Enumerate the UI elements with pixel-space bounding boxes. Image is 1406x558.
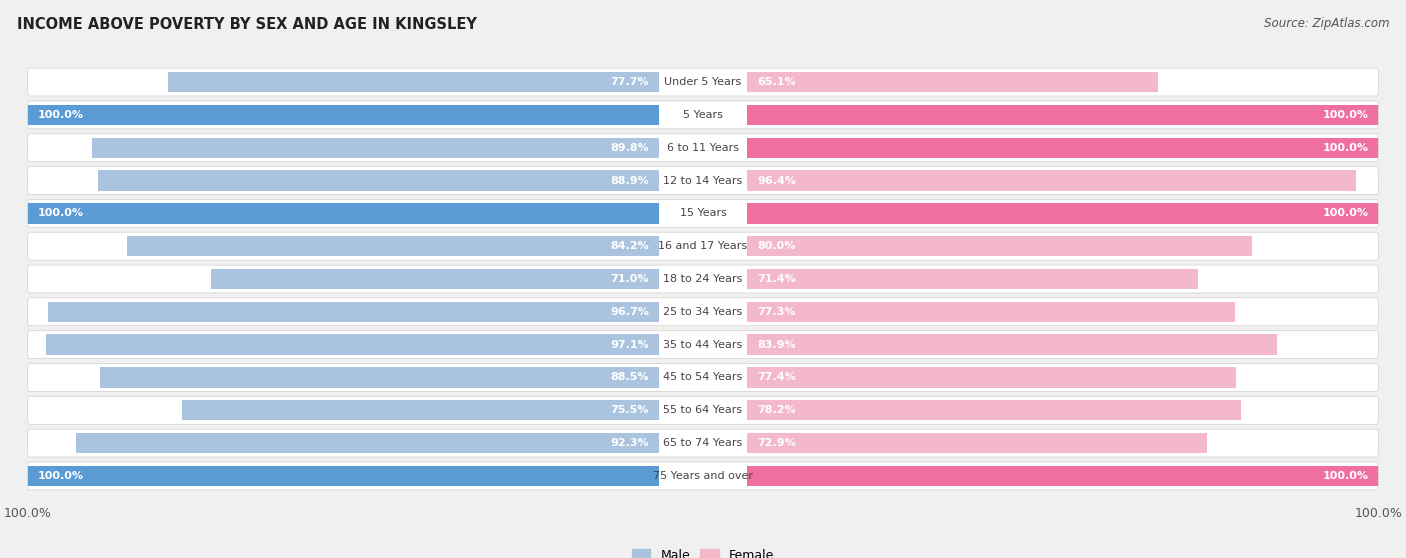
Text: 71.0%: 71.0% — [610, 274, 650, 284]
FancyBboxPatch shape — [28, 134, 1378, 162]
Bar — [747, 170, 1355, 191]
FancyBboxPatch shape — [28, 363, 1378, 391]
Text: 97.1%: 97.1% — [610, 340, 650, 350]
Text: Source: ZipAtlas.com: Source: ZipAtlas.com — [1264, 17, 1389, 30]
Text: Under 5 Years: Under 5 Years — [665, 77, 741, 87]
Bar — [747, 400, 1240, 421]
Text: 83.9%: 83.9% — [756, 340, 796, 350]
Bar — [48, 302, 659, 322]
Text: 77.7%: 77.7% — [610, 77, 650, 87]
Text: 72.9%: 72.9% — [756, 438, 796, 448]
Text: INCOME ABOVE POVERTY BY SEX AND AGE IN KINGSLEY: INCOME ABOVE POVERTY BY SEX AND AGE IN K… — [17, 17, 477, 32]
Text: 100.0%: 100.0% — [1322, 143, 1368, 153]
Text: 78.2%: 78.2% — [756, 405, 796, 415]
Text: 12 to 14 Years: 12 to 14 Years — [664, 176, 742, 185]
Bar — [747, 302, 1234, 322]
Text: 65 to 74 Years: 65 to 74 Years — [664, 438, 742, 448]
Text: 100.0%: 100.0% — [1322, 110, 1368, 120]
Bar — [747, 334, 1277, 355]
Text: 55 to 64 Years: 55 to 64 Years — [664, 405, 742, 415]
Text: 75.5%: 75.5% — [610, 405, 650, 415]
Text: 89.8%: 89.8% — [610, 143, 650, 153]
Text: 6 to 11 Years: 6 to 11 Years — [666, 143, 740, 153]
Bar — [28, 203, 659, 224]
FancyBboxPatch shape — [28, 68, 1378, 96]
Bar — [28, 466, 659, 486]
Bar — [46, 334, 659, 355]
FancyBboxPatch shape — [28, 396, 1378, 424]
Bar — [97, 170, 659, 191]
Text: 96.7%: 96.7% — [610, 307, 650, 317]
Text: 100.0%: 100.0% — [38, 208, 84, 218]
Text: 18 to 24 Years: 18 to 24 Years — [664, 274, 742, 284]
FancyBboxPatch shape — [28, 331, 1378, 359]
Text: 88.5%: 88.5% — [610, 373, 650, 382]
Bar — [183, 400, 659, 421]
Text: 96.4%: 96.4% — [756, 176, 796, 185]
Text: 100.0%: 100.0% — [1354, 507, 1402, 520]
Text: 65.1%: 65.1% — [756, 77, 796, 87]
Bar — [747, 105, 1378, 125]
Bar — [747, 433, 1208, 453]
Text: 100.0%: 100.0% — [38, 471, 84, 481]
Text: 5 Years: 5 Years — [683, 110, 723, 120]
Text: 75 Years and over: 75 Years and over — [652, 471, 754, 481]
Text: 100.0%: 100.0% — [38, 110, 84, 120]
Text: 77.3%: 77.3% — [756, 307, 796, 317]
Bar — [100, 367, 659, 388]
Text: 80.0%: 80.0% — [756, 241, 796, 251]
FancyBboxPatch shape — [28, 462, 1378, 490]
Text: 84.2%: 84.2% — [610, 241, 650, 251]
FancyBboxPatch shape — [28, 101, 1378, 129]
Bar — [747, 236, 1253, 256]
Text: 15 Years: 15 Years — [679, 208, 727, 218]
Text: 35 to 44 Years: 35 to 44 Years — [664, 340, 742, 350]
FancyBboxPatch shape — [28, 429, 1378, 457]
Bar — [747, 466, 1378, 486]
Bar — [169, 72, 659, 92]
FancyBboxPatch shape — [28, 298, 1378, 326]
FancyBboxPatch shape — [28, 265, 1378, 293]
Bar — [28, 105, 659, 125]
Text: 77.4%: 77.4% — [756, 373, 796, 382]
FancyBboxPatch shape — [28, 167, 1378, 195]
Text: 71.4%: 71.4% — [756, 274, 796, 284]
Bar — [747, 367, 1236, 388]
Text: 100.0%: 100.0% — [4, 507, 52, 520]
Bar — [747, 203, 1378, 224]
Bar — [211, 269, 659, 289]
Text: 45 to 54 Years: 45 to 54 Years — [664, 373, 742, 382]
Text: 25 to 34 Years: 25 to 34 Years — [664, 307, 742, 317]
Bar — [747, 137, 1378, 158]
Text: 92.3%: 92.3% — [610, 438, 650, 448]
Bar — [128, 236, 659, 256]
Text: 100.0%: 100.0% — [1322, 471, 1368, 481]
Bar — [747, 269, 1198, 289]
Text: 16 and 17 Years: 16 and 17 Years — [658, 241, 748, 251]
Bar — [76, 433, 659, 453]
FancyBboxPatch shape — [28, 232, 1378, 260]
FancyBboxPatch shape — [28, 199, 1378, 227]
Bar — [91, 137, 659, 158]
Legend: Male, Female: Male, Female — [627, 545, 779, 558]
Text: 100.0%: 100.0% — [1322, 208, 1368, 218]
Text: 88.9%: 88.9% — [610, 176, 650, 185]
Bar — [747, 72, 1159, 92]
